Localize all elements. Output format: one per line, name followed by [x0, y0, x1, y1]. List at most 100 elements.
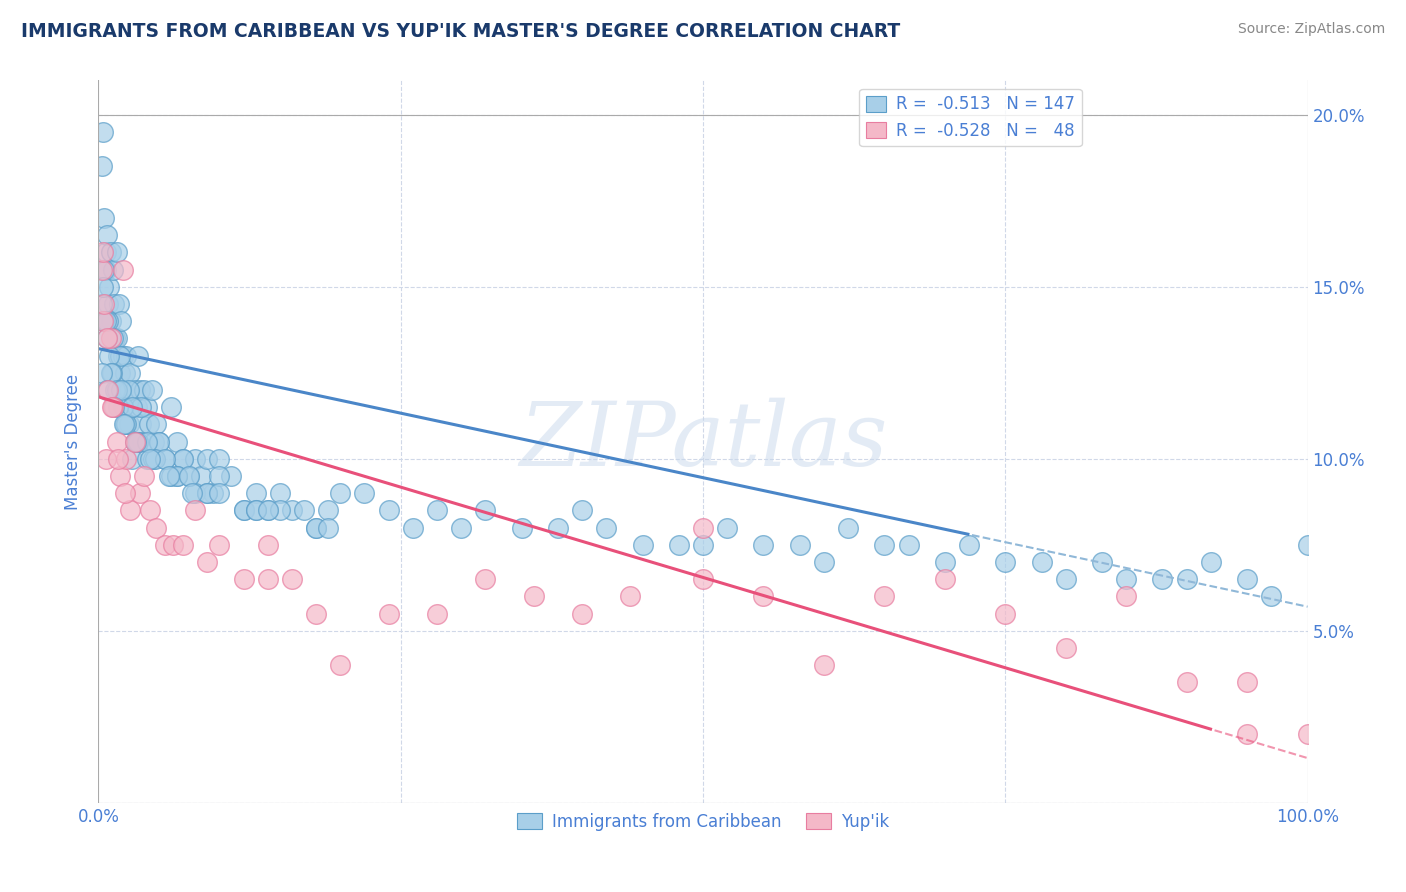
Point — [184, 503, 207, 517]
Point — [837, 520, 859, 534]
Point — [232, 572, 254, 586]
Point — [184, 451, 207, 466]
Point — [232, 503, 254, 517]
Point — [571, 607, 593, 621]
Point — [143, 434, 166, 449]
Point — [523, 590, 546, 604]
Point — [1236, 572, 1258, 586]
Point — [97, 383, 120, 397]
Point — [153, 451, 176, 466]
Point — [121, 400, 143, 414]
Point — [305, 520, 328, 534]
Point — [1115, 572, 1137, 586]
Point — [172, 451, 194, 466]
Point — [91, 297, 114, 311]
Point — [145, 417, 167, 432]
Point — [93, 297, 115, 311]
Point — [329, 486, 352, 500]
Point — [139, 451, 162, 466]
Point — [97, 297, 120, 311]
Point — [141, 383, 163, 397]
Point — [208, 486, 231, 500]
Point — [107, 400, 129, 414]
Point — [873, 538, 896, 552]
Point — [172, 538, 194, 552]
Point — [148, 434, 170, 449]
Point — [179, 469, 201, 483]
Point — [107, 451, 129, 466]
Point — [1031, 555, 1053, 569]
Point — [110, 383, 132, 397]
Point — [111, 400, 134, 414]
Point — [813, 555, 835, 569]
Point — [97, 314, 120, 328]
Point — [115, 349, 138, 363]
Point — [571, 503, 593, 517]
Point — [100, 331, 122, 345]
Point — [269, 503, 291, 517]
Point — [474, 572, 496, 586]
Point — [91, 245, 114, 260]
Point — [114, 486, 136, 500]
Point — [118, 417, 141, 432]
Point — [153, 451, 176, 466]
Point — [752, 590, 775, 604]
Point — [134, 469, 156, 483]
Y-axis label: Master's Degree: Master's Degree — [65, 374, 83, 509]
Point — [111, 383, 134, 397]
Point — [101, 400, 124, 414]
Point — [131, 434, 153, 449]
Point — [195, 451, 218, 466]
Point — [994, 607, 1017, 621]
Point — [934, 555, 956, 569]
Point — [91, 159, 114, 173]
Point — [166, 434, 188, 449]
Point — [166, 469, 188, 483]
Point — [256, 503, 278, 517]
Point — [98, 349, 121, 363]
Point — [692, 572, 714, 586]
Point — [98, 279, 121, 293]
Point — [474, 503, 496, 517]
Point — [105, 245, 128, 260]
Point — [118, 383, 141, 397]
Point — [232, 503, 254, 517]
Point — [172, 451, 194, 466]
Point — [124, 434, 146, 449]
Point — [1236, 675, 1258, 690]
Point — [450, 520, 472, 534]
Point — [256, 503, 278, 517]
Point — [897, 538, 920, 552]
Point — [269, 486, 291, 500]
Point — [118, 503, 141, 517]
Point — [108, 297, 131, 311]
Point — [716, 520, 738, 534]
Point — [162, 538, 184, 552]
Point — [111, 349, 134, 363]
Point — [104, 383, 127, 397]
Point — [110, 314, 132, 328]
Point — [190, 469, 212, 483]
Point — [100, 366, 122, 380]
Point — [1054, 572, 1077, 586]
Point — [143, 451, 166, 466]
Point — [94, 262, 117, 277]
Point — [221, 469, 243, 483]
Point — [208, 451, 231, 466]
Point — [104, 331, 127, 345]
Point — [127, 400, 149, 414]
Point — [100, 400, 122, 414]
Point — [195, 486, 218, 500]
Point — [281, 572, 304, 586]
Point — [105, 331, 128, 345]
Point — [195, 555, 218, 569]
Point — [91, 279, 114, 293]
Point — [305, 520, 328, 534]
Point — [208, 538, 231, 552]
Point — [145, 520, 167, 534]
Point — [142, 451, 165, 466]
Legend: Immigrants from Caribbean, Yup'ik: Immigrants from Caribbean, Yup'ik — [510, 806, 896, 838]
Point — [108, 349, 131, 363]
Point — [957, 538, 980, 552]
Point — [1296, 727, 1319, 741]
